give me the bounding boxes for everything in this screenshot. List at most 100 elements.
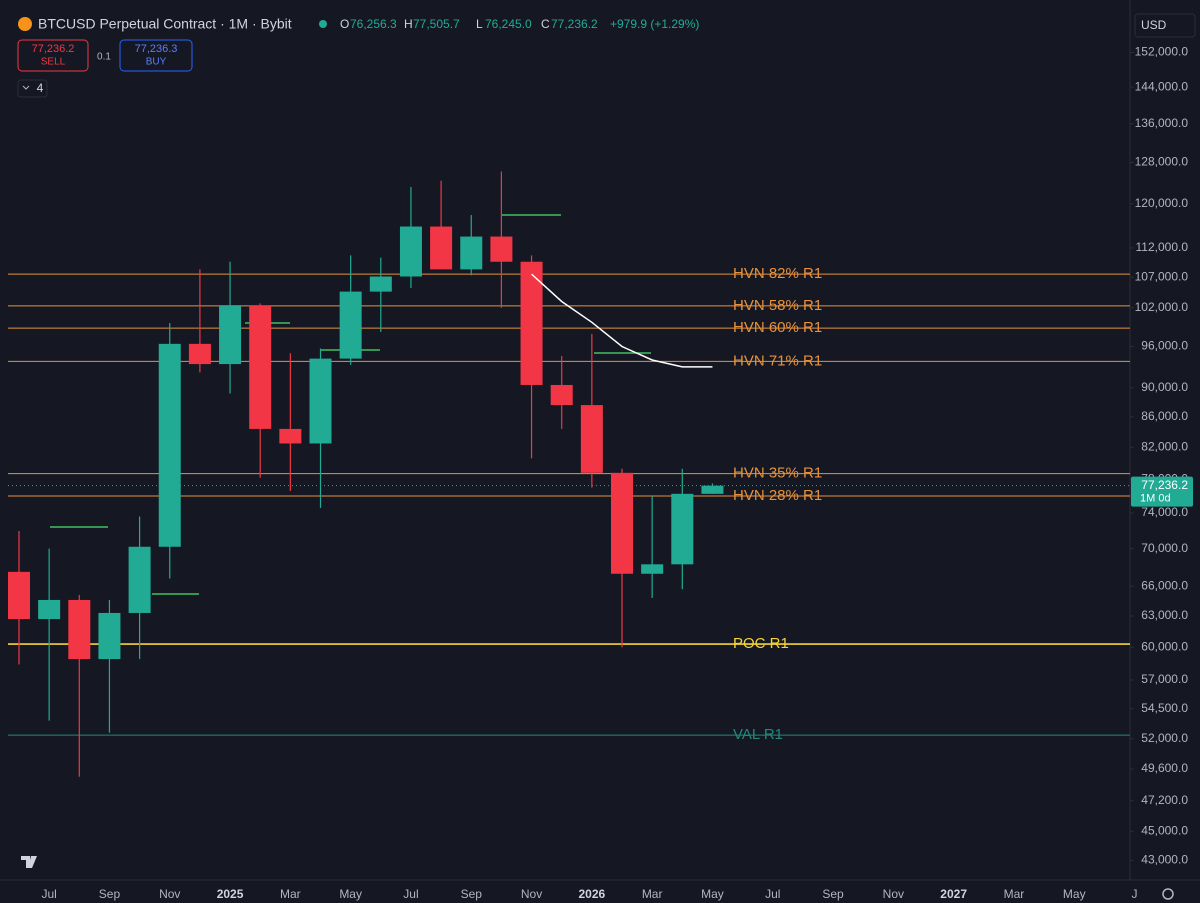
x-tick-label: Nov (521, 887, 542, 901)
y-tick-label: 102,000.0 (1135, 300, 1189, 314)
market-status (319, 20, 327, 28)
levels: HVN 82% R1 HVN 58% R1 HVN 60% R1 HVN 71% R1… (8, 265, 1130, 743)
candle-body (520, 261, 543, 385)
x-tick-label: Mar (642, 887, 663, 901)
x-tick-label: Mar (1004, 887, 1025, 901)
y-tick-label: 45,000.0 (1141, 823, 1188, 837)
candle-body (339, 291, 362, 359)
settings-icon[interactable] (1162, 888, 1174, 900)
x-tick-label: Mar (280, 887, 301, 901)
buy-button[interactable] (119, 39, 193, 72)
x-tick-label: Sep (99, 887, 121, 901)
candle-body (701, 485, 724, 494)
y-tick-label: 152,000.0 (1135, 45, 1189, 59)
level-label: HVN 82% R1 (733, 265, 822, 282)
change: +979.9 (+1.29%) (610, 17, 699, 31)
y-tick-label: 96,000.0 (1141, 339, 1188, 353)
level-label: HVN 60% R1 (733, 319, 822, 336)
x-tick-label: Nov (883, 887, 904, 901)
buy-label[interactable]: BUY (146, 57, 167, 68)
ohlc-value: 76,245.0 (485, 17, 532, 31)
x-tick-label: Jul (403, 887, 418, 901)
candle-body (550, 384, 573, 406)
y-tick-label: 70,000.0 (1141, 541, 1188, 555)
buy-price[interactable]: 77,236.3 (135, 43, 178, 55)
y-tick-label: 82,000.0 (1141, 440, 1188, 454)
level-label: HVN 28% R1 (733, 487, 822, 504)
y-tick-label: 128,000.0 (1135, 155, 1189, 169)
y-tick-label: 74,000.0 (1141, 505, 1188, 519)
x-tick-label: 2025 (217, 887, 244, 901)
candles (8, 171, 724, 777)
x-tick-label: J (1132, 887, 1138, 901)
y-tick-label: 120,000.0 (1135, 196, 1189, 210)
spread: 0.1 (97, 52, 111, 63)
y-tick-label: 52,000.0 (1141, 731, 1188, 745)
x-tick-label: Jul (765, 887, 780, 901)
x-tick-label: Sep (461, 887, 483, 901)
x-tick-label: Nov (159, 887, 180, 901)
y-tick-label: 90,000.0 (1141, 380, 1188, 394)
logo (21, 856, 37, 868)
candle-body (219, 305, 242, 365)
ohlc-label: C (541, 17, 550, 31)
candle-body (128, 546, 151, 613)
candle-body (611, 472, 633, 574)
candle-body (641, 564, 664, 574)
candle-body (98, 612, 121, 660)
indicators-toggle[interactable] (17, 79, 48, 98)
candle-body (430, 226, 453, 270)
currency-button[interactable] (1134, 13, 1196, 38)
currency[interactable]: USD (1141, 18, 1167, 32)
chevron-icon[interactable] (22, 85, 30, 90)
ohlc-value: 76,256.3 (350, 17, 397, 31)
ohlc-value: 77,236.2 (551, 17, 598, 31)
candle-body (399, 226, 422, 277)
candle-body (249, 305, 272, 429)
x-tick-label: May (1063, 887, 1086, 901)
y-tick-label: 107,000.0 (1135, 269, 1189, 283)
sell-button[interactable] (17, 39, 89, 72)
countdown: 1M 0d (1140, 493, 1171, 505)
sell-price[interactable]: 77,236.2 (32, 43, 75, 55)
y-tick-label: 112,000.0 (1136, 240, 1189, 254)
candle-body (68, 599, 91, 660)
y-tick-label: 47,200.0 (1141, 793, 1188, 807)
y-tick-label: 60,000.0 (1141, 639, 1188, 653)
x-tick-label: 2027 (940, 887, 967, 901)
price-label-box (1131, 476, 1193, 507)
y-tick-label: 54,500.0 (1141, 701, 1188, 715)
ohlc-label: O (340, 17, 349, 31)
x-tick-label: May (701, 887, 724, 901)
y-tick-label: 63,000.0 (1141, 608, 1188, 622)
candle-body (369, 276, 392, 292)
x-tick-label: May (339, 887, 362, 901)
ohlc-value: 77,505.7 (413, 17, 460, 31)
candle-body (158, 343, 181, 547)
x-tick-label: Sep (822, 887, 844, 901)
level-label: HVN 71% R1 (733, 352, 822, 369)
y-tick-label: 136,000.0 (1135, 116, 1189, 130)
candle-body (460, 236, 483, 270)
symbol-title: BTCUSD Perpetual Contract · 1M · Bybit (38, 16, 292, 32)
candle-body (671, 493, 694, 565)
ohlc-label: L (476, 17, 483, 31)
sell-label[interactable]: SELL (41, 57, 66, 68)
y-tick-label: 49,600.0 (1141, 761, 1188, 775)
candle-body (490, 236, 513, 262)
indicator-count[interactable]: 4 (37, 81, 44, 95)
y-tick-label: 86,000.0 (1141, 409, 1188, 423)
price-label: 77,236.2 (1141, 478, 1188, 492)
candle-body (8, 571, 30, 620)
level-label: HVN 35% R1 (733, 465, 822, 482)
candle-body (188, 343, 211, 365)
ohlc-label: H (404, 17, 413, 31)
candle-body (580, 405, 603, 473)
level-label: POC R1 (733, 635, 789, 652)
candle-body (38, 599, 61, 620)
y-tick-label: 144,000.0 (1135, 79, 1189, 93)
candle-body (279, 428, 302, 444)
level-label: HVN 58% R1 (733, 297, 822, 314)
